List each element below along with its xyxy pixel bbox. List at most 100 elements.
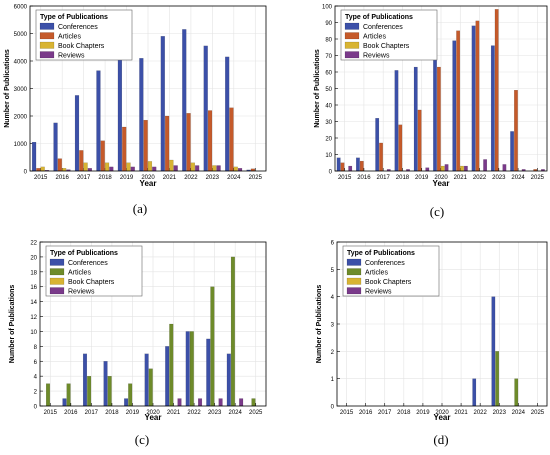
x-axis-label: Year — [433, 179, 450, 188]
bar-conferences-2017 — [74, 95, 80, 172]
bar-conferences-2019 — [413, 66, 418, 172]
caption-c-top: (c) — [429, 204, 445, 219]
x-tick-label: 2019 — [416, 410, 430, 416]
bar-reviews-2023 — [502, 164, 507, 172]
bar-articles-2018 — [107, 376, 112, 407]
x-tick-label: 2020 — [434, 175, 448, 181]
y-tick-label: 14 — [30, 300, 37, 306]
bar-conferences-2021 — [452, 40, 457, 172]
bar-articles-2018 — [398, 124, 403, 172]
legend-swatch — [39, 32, 55, 40]
x-tick-label: 2024 — [229, 410, 243, 416]
y-tick-label: 0 — [331, 405, 335, 411]
legend-swatch — [49, 258, 65, 266]
bar-articles-2016 — [66, 383, 71, 407]
bar-articles-2024 — [230, 256, 235, 407]
y-axis-label: Number of Publications — [4, 49, 11, 128]
caption-c-bottom: (c) — [134, 432, 150, 447]
legend-swatch — [39, 22, 55, 30]
plot-frame — [39, 241, 267, 407]
y-tick-label: 12 — [30, 315, 37, 321]
x-tick-label: 2024 — [227, 175, 241, 181]
bar-conferences-2015 — [31, 141, 37, 172]
legend-title: Type of Publications — [50, 250, 118, 257]
bar-conferences-2020 — [139, 58, 144, 172]
legend-entry: Articles — [365, 270, 388, 277]
plot-frame — [336, 241, 548, 407]
x-tick-label: 2016 — [56, 175, 70, 181]
x-tick-label: 2017 — [85, 410, 99, 416]
bar-articles-2020 — [436, 66, 441, 172]
y-axis-label: Number of Publications — [314, 49, 321, 128]
y-tick-label: 20 — [325, 137, 332, 143]
y-tick-label: 6000 — [14, 5, 28, 11]
x-tick-label: 2015 — [338, 175, 352, 181]
x-tick-label: 2025 — [249, 410, 263, 416]
bar-articles-2017 — [379, 142, 383, 172]
y-tick-label: 20 — [30, 255, 37, 261]
bar-book-chapters-2020 — [147, 161, 153, 172]
bar-conferences-2022 — [472, 378, 477, 407]
bar-conferences-2022 — [182, 29, 187, 172]
bar-conferences-2023 — [490, 45, 495, 172]
x-tick-label: 2016 — [359, 410, 373, 416]
y-tick-label: 90 — [325, 21, 332, 27]
bar-articles-2017 — [79, 150, 84, 172]
y-axis-label: Number of Publications — [316, 285, 323, 364]
bar-conferences-2022 — [185, 331, 190, 407]
bar-conferences-2018 — [103, 361, 108, 407]
legend-entry: Conferences — [363, 24, 403, 31]
y-tick-label: 0 — [34, 405, 38, 411]
legend-entry: Reviews — [68, 289, 95, 296]
bar-articles-2018 — [100, 140, 105, 172]
bar-conferences-2020 — [144, 353, 149, 407]
legend-title: Type of Publications — [345, 14, 413, 21]
y-tick-label: 4 — [34, 375, 38, 381]
y-tick-label: 100 — [322, 5, 333, 11]
bar-reviews-2024 — [237, 168, 243, 172]
chart-panel-d: 0 1 2 3 4 5 6 2015 2016 2017 2018 2019 2020 2021 2022 2… — [275, 230, 550, 425]
y-tick-label: 5 — [331, 268, 335, 274]
x-tick-label: 2018 — [397, 410, 411, 416]
bar-articles-2024 — [514, 378, 519, 407]
bar-articles-2024 — [229, 107, 234, 172]
legend-swatch — [346, 277, 362, 285]
legend-entry: Conferences — [68, 260, 108, 267]
x-tick-label: 2023 — [492, 175, 506, 181]
x-tick-label: 2016 — [357, 175, 371, 181]
bar-conferences-2019 — [117, 48, 123, 172]
x-tick-label: 2020 — [141, 175, 155, 181]
bar-conferences-2017 — [375, 118, 380, 172]
y-tick-label: 2 — [34, 390, 38, 396]
legend-entry: Book Chapters — [68, 279, 115, 286]
bar-articles-2015 — [340, 162, 345, 172]
x-tick-label: 2023 — [493, 410, 507, 416]
legend-entry: Book Chapters — [363, 43, 410, 50]
x-tick-label: 2015 — [44, 410, 58, 416]
bar-articles-2020 — [148, 368, 153, 407]
x-tick-label: 2017 — [77, 175, 91, 181]
x-tick-label: 2015 — [34, 175, 48, 181]
bar-reviews-2019 — [130, 166, 135, 172]
bar-conferences-2020 — [433, 47, 437, 172]
x-tick-label: 2021 — [454, 175, 468, 181]
bar-book-chapters-2020 — [440, 165, 445, 172]
legend-swatch — [346, 287, 362, 295]
x-tick-label: 2022 — [187, 410, 201, 416]
bar-book-chapters-2021 — [460, 165, 464, 172]
chart-svg-0: 0 1000 2000 3000 4000 5000 6000 2015 2016 2017 201… — [4, 5, 267, 188]
bar-articles-2016 — [57, 158, 62, 172]
y-tick-label: 5000 — [14, 32, 28, 38]
bar-conferences-2024 — [225, 56, 230, 172]
chart-svg-1: 0 10 20 30 40 50 60 70 80 90 100 2015 2016 2017 2018 20… — [314, 5, 548, 188]
chart-panel-c-top: 0 10 20 30 40 50 60 70 80 90 100 2015 2016 2017 2018 20… — [275, 0, 550, 200]
bar-book-chapters-2019 — [126, 162, 131, 172]
bar-conferences-2023 — [206, 338, 211, 407]
y-tick-label: 3000 — [14, 87, 28, 93]
legend-entry: Reviews — [365, 289, 392, 296]
bar-articles-2015 — [46, 383, 51, 407]
bar-book-chapters-2018 — [104, 162, 110, 172]
bar-articles-2021 — [456, 30, 461, 172]
legend-entry: Reviews — [363, 53, 390, 60]
